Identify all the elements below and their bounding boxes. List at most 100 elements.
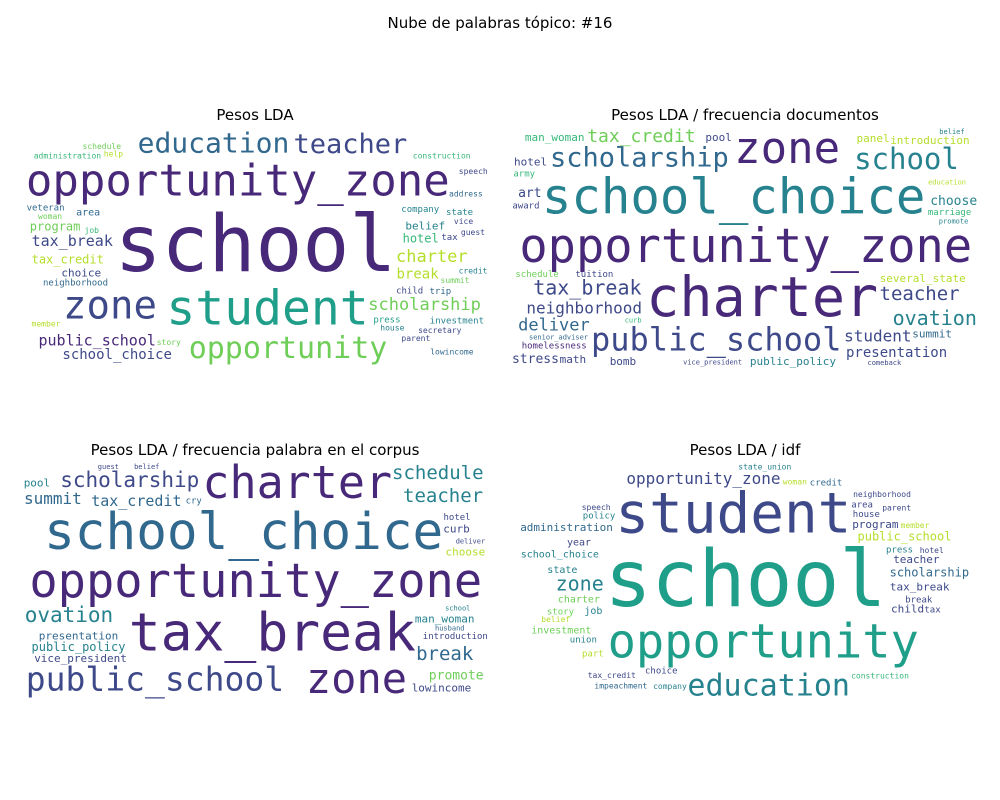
wordcloud-word: break (397, 267, 440, 283)
wordcloud-word: teacher (893, 553, 940, 566)
wordcloud-word: scholarship (890, 566, 969, 580)
wordcloud-word: vice_president (34, 652, 127, 665)
wordcloud-word: charter (646, 265, 878, 329)
wordcloud-word: tax_credit (588, 671, 636, 680)
wordcloud-word: introduction (890, 134, 969, 147)
wordcloud-word: public_school (26, 659, 284, 699)
wordcloud-word: part (582, 649, 604, 659)
wordcloud-word: several_state (880, 272, 966, 285)
wordcloud-word: opportunity_zone (626, 469, 780, 488)
wordcloud-word: year (567, 538, 591, 549)
wordcloud-word: hotel (444, 513, 471, 523)
wordcloud-word: tuition (575, 270, 613, 280)
wordcloud-word: area (851, 500, 873, 510)
wordcloud-word: charter (558, 594, 600, 605)
wordcloud-word: construction (851, 672, 909, 681)
panel-title-lda: Pesos LDA (216, 106, 294, 124)
wordcloud-word: opportunity_zone (519, 219, 972, 274)
wordcloud-word: story (157, 338, 181, 347)
wordcloud-word: belief (405, 220, 445, 233)
wordcloud-word: tax_break (533, 276, 641, 300)
wordcloud-word: press (373, 316, 400, 326)
wordcloud-word: school_choice (521, 550, 599, 561)
wordcloud-word: public_school (591, 321, 841, 359)
wordcloud-word: administration (34, 151, 102, 160)
wordcloud-word: impeachment (594, 682, 647, 691)
wordcloud-word: help (104, 150, 123, 159)
wordcloud-word: schedule (515, 270, 558, 280)
wordcloud-word: zone (306, 654, 407, 703)
wordcloud-word: tax_break (32, 232, 113, 250)
wordcloud-word: summit (912, 328, 952, 341)
wordcloud-word: hotel (920, 546, 944, 555)
wordcloud-word: school_choice (542, 168, 926, 225)
wordcloud-word: parent (401, 334, 430, 343)
wordcloud-word: press (886, 545, 913, 555)
wordcloud-word: investment (531, 625, 591, 636)
wordcloud-word: scholarship (60, 468, 199, 492)
wordcloud-word: tax_credit (32, 252, 104, 266)
wordcloud-word: public_policy (32, 640, 126, 654)
wordcloud-word: promote (429, 669, 484, 684)
wordcloud-word: army (513, 170, 535, 180)
wordcloud-word: choose (930, 194, 977, 209)
wordcloud-word: zone (556, 572, 604, 596)
wordcloud-word: lowincome (412, 682, 472, 695)
wordcloud-word: husband (435, 625, 465, 633)
wordcloud-word: scholarship (550, 142, 729, 173)
wordcloud-word: teacher (294, 129, 408, 160)
wordcloud-word: choice (645, 667, 678, 677)
wordcloud-word: opportunity_zone (26, 156, 450, 207)
panel-title-lda-idf: Pesos LDA / idf (689, 441, 801, 459)
wordcloud-word: address (449, 190, 483, 199)
wordcloud-word: area (76, 208, 100, 219)
figure-suptitle: Nube de palabras tópico: #16 (387, 14, 613, 32)
wordcloud-lda-idf: school student opportunity education zone opp… (510, 461, 980, 704)
wordcloud-word: credit (459, 267, 488, 276)
wordcloud-word: opportunity_zone (29, 554, 482, 609)
wordcloud-word: vice_president (683, 359, 742, 367)
wordcloud-word: child (396, 286, 423, 296)
wordcloud-word: company (653, 682, 687, 691)
wordcloud-word: tax (441, 233, 458, 243)
wordcloud-word: veteran (27, 204, 65, 214)
wordcloud-word: vice (454, 217, 473, 226)
wordcloud-word: pool (24, 476, 51, 489)
wordcloud-word: belief (134, 463, 159, 471)
wordcloud-word: member (32, 320, 61, 329)
wordcloud-word: state (547, 565, 577, 576)
wordcloud-word: tax (924, 606, 941, 616)
wordcloud-word: opportunity (608, 615, 919, 670)
wordcloud-word: homelessness (522, 342, 587, 352)
wordcloud-word: ovation (25, 603, 114, 627)
wordcloud-word: woman (783, 477, 807, 486)
wordcloud-word: house (853, 510, 880, 520)
wordcloud-word: parent (882, 504, 911, 513)
wordcloud-word: school (854, 142, 959, 176)
wordcloud-word: state (446, 208, 473, 218)
wordcloud-word: promote (939, 218, 969, 226)
wordcloud-word: teacher (880, 283, 960, 305)
wordcloud-word: man_woman (415, 613, 475, 626)
wordcloud-word: member (901, 521, 930, 530)
wordcloud-word: bomb (610, 355, 637, 368)
wordcloud-word: tax_break (890, 581, 950, 594)
wordcloud-word: program (852, 518, 899, 531)
wordcloud-word: summit (24, 489, 82, 508)
wordcloud-word: school (605, 535, 887, 625)
wordcloud-word: secretary (418, 326, 462, 335)
wordcloud-word: introduction (423, 632, 488, 642)
wordcloud-word: neighborhood (526, 299, 642, 318)
wordcloud-word: company (401, 205, 440, 215)
wordcloud-word: program (30, 219, 81, 233)
wordcloud-word: trip (430, 287, 452, 297)
wordcloud-word: break (905, 596, 933, 606)
wordcloud-word: story (547, 607, 575, 617)
wordcloud-word: scholarship (368, 295, 481, 315)
wordcloud-word: belief (541, 615, 570, 624)
wordcloud-word: child (891, 603, 924, 616)
wordcloud-word: schedule (392, 462, 484, 484)
wordcloud-word: student (844, 326, 911, 345)
wordcloud-word: public_school (858, 529, 952, 543)
